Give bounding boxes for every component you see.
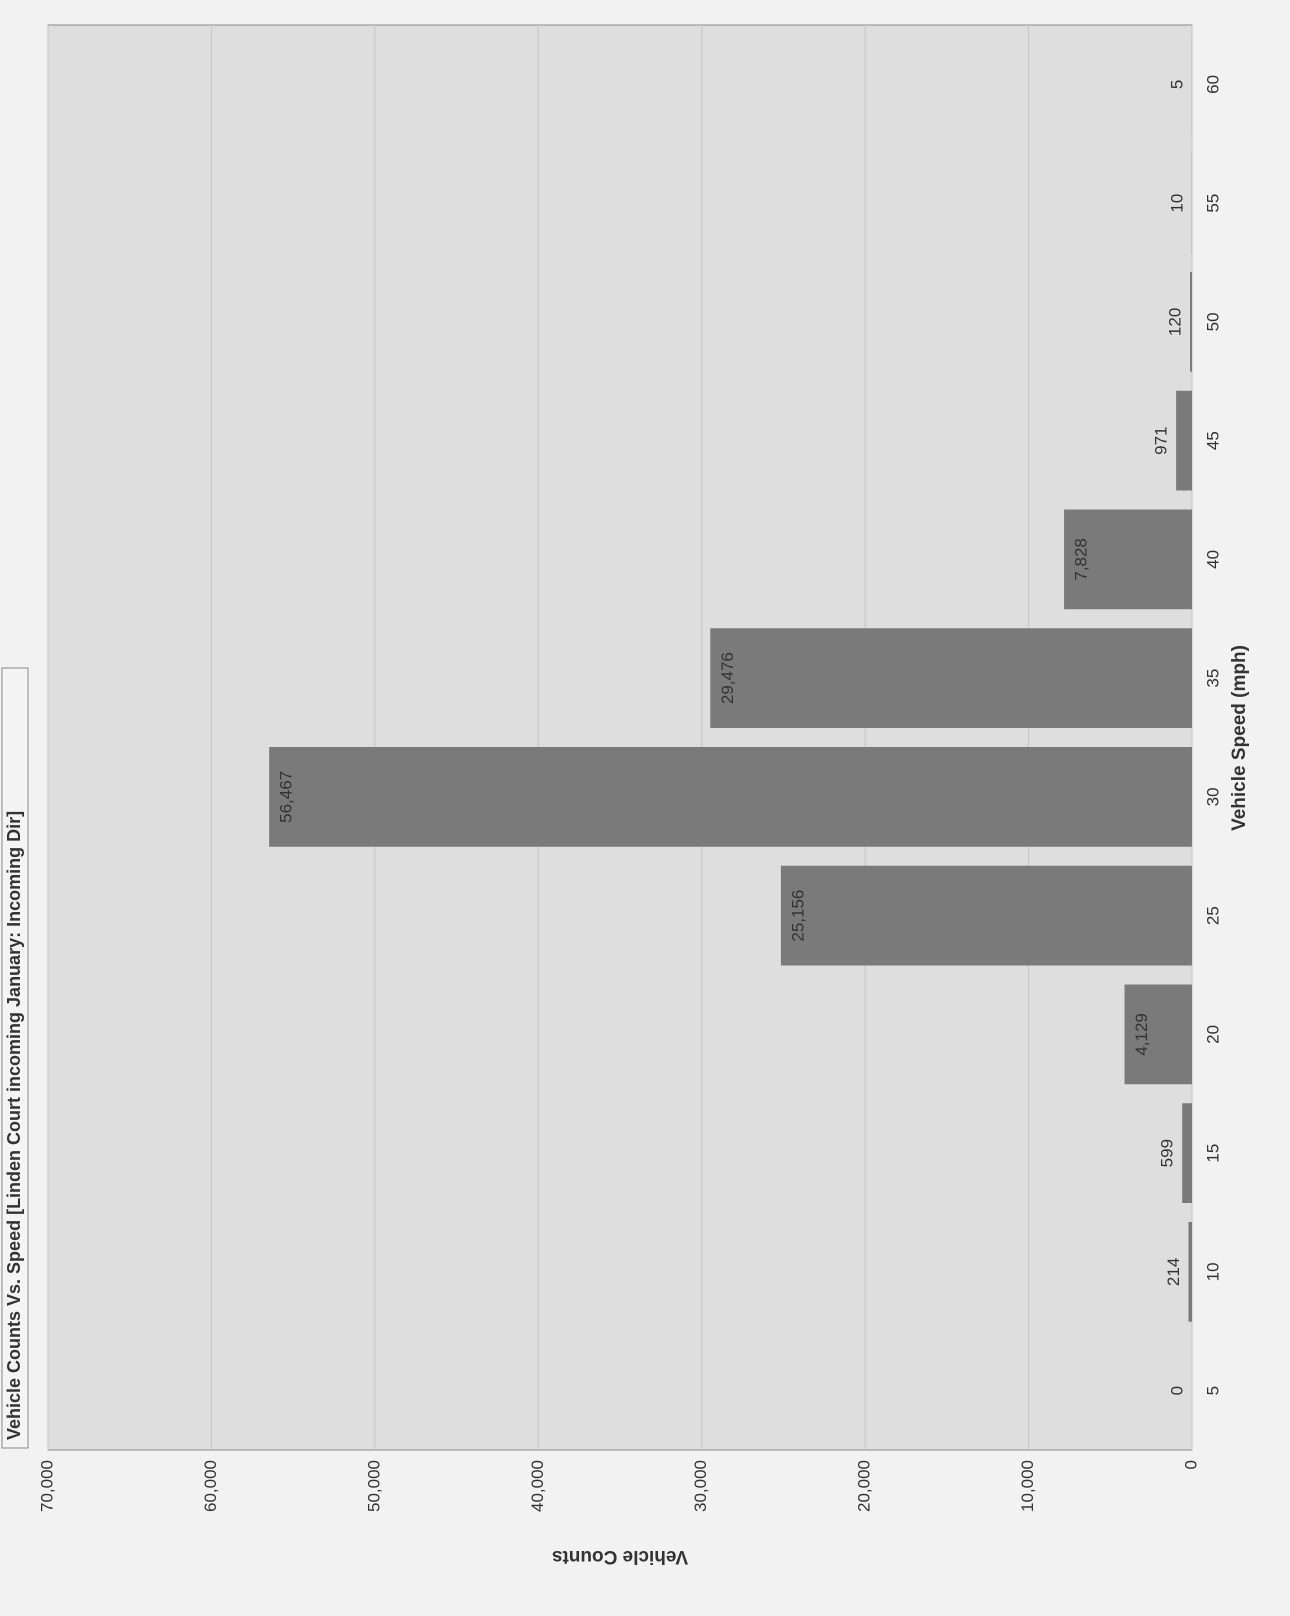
y-tick-label: 70,000 (37, 1460, 56, 1512)
x-tick-label: 20 (1203, 1025, 1222, 1044)
value-label: 214 (1164, 1258, 1183, 1286)
y-axis-title: Vehicle Counts (552, 1546, 688, 1567)
x-tick-label: 45 (1203, 431, 1222, 450)
value-label: 971 (1152, 426, 1171, 454)
x-tick-label: 35 (1203, 669, 1222, 688)
value-label: 5 (1167, 80, 1186, 89)
bar (1124, 984, 1193, 1085)
value-label: 599 (1158, 1139, 1177, 1167)
plot-area (47, 24, 1193, 1451)
x-tick-label: 5 (1203, 1386, 1222, 1395)
x-tick-label: 25 (1203, 906, 1222, 925)
value-label: 10 (1167, 194, 1186, 213)
bar (269, 747, 1192, 847)
value-label: 7,828 (1072, 538, 1091, 581)
value-label: 56,467 (277, 771, 296, 823)
bar (1176, 390, 1193, 491)
chart-title: Vehicle Counts Vs. Speed [Linden Court i… (4, 811, 24, 1440)
x-tick-label: 15 (1203, 1144, 1222, 1163)
rotated-chart: Vehicle Counts Vs. Speed [Linden Court i… (1, 24, 1250, 1567)
bar (710, 628, 1192, 728)
value-label: 0 (1167, 1386, 1186, 1395)
bar (1188, 1222, 1193, 1322)
x-tick-label: 60 (1203, 75, 1222, 94)
bar (1064, 509, 1192, 610)
value-label: 25,156 (788, 890, 807, 942)
y-tick-label: 40,000 (528, 1460, 547, 1512)
value-label: 29,476 (718, 652, 737, 704)
title-box (1, 667, 29, 1449)
x-tick-label: 40 (1203, 550, 1222, 569)
x-tick-label: 50 (1203, 312, 1222, 331)
value-label: 120 (1166, 308, 1185, 336)
x-tick-label: 55 (1203, 194, 1222, 213)
y-tick-label: 20,000 (855, 1460, 874, 1512)
y-tick-label: 0 (1181, 1460, 1200, 1469)
bar (1190, 272, 1192, 372)
bar (780, 865, 1192, 966)
x-axis-title: Vehicle Speed (mph) (1229, 645, 1250, 831)
bar (1182, 1103, 1192, 1203)
y-tick-label: 50,000 (364, 1460, 383, 1512)
y-tick-label: 60,000 (201, 1460, 220, 1512)
x-tick-label: 30 (1203, 787, 1222, 806)
y-tick-label: 30,000 (691, 1460, 710, 1512)
value-label: 4,129 (1132, 1013, 1151, 1056)
y-tick-label: 10,000 (1018, 1460, 1037, 1512)
x-tick-label: 10 (1203, 1262, 1222, 1281)
